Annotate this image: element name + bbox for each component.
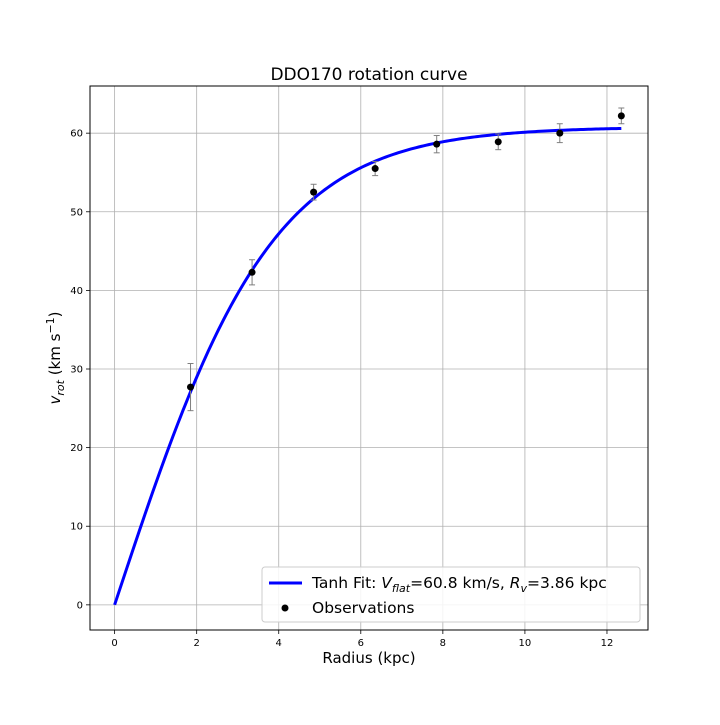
y-axis-label: vrot (km s−1) xyxy=(44,311,67,404)
observation-point xyxy=(371,160,379,177)
y-axis-label-pre: (km s xyxy=(46,333,64,380)
plot-frame xyxy=(89,85,649,631)
observation-point xyxy=(433,135,441,154)
y-tick-label: 10 xyxy=(70,522,83,533)
x-tick-label: 8 xyxy=(440,638,446,649)
observation-point xyxy=(310,183,318,201)
observation-marker xyxy=(187,383,195,391)
legend-vflat-base: V xyxy=(381,574,393,592)
y-axis-label-sup: −1 xyxy=(44,317,57,333)
chart-title: DDO170 rotation curve xyxy=(270,65,467,85)
observation-point xyxy=(617,107,625,125)
y-tick-label: 0 xyxy=(77,600,83,611)
observation-point xyxy=(248,259,256,286)
legend-rv-value: =3.86 kpc xyxy=(527,574,607,592)
observation-marker xyxy=(556,129,564,137)
legend-observations-label: Observations xyxy=(312,599,414,617)
y-axis-label-base: v xyxy=(46,395,64,405)
observation-marker xyxy=(371,165,379,173)
legend-observations-swatch xyxy=(281,604,289,612)
observation-marker xyxy=(433,140,441,148)
observation-marker xyxy=(248,268,256,276)
plot-data xyxy=(113,107,625,606)
y-tick-label: 40 xyxy=(70,286,83,297)
legend-vflat-value: =60.8 km/s, xyxy=(410,574,510,592)
x-tick-label: 6 xyxy=(358,638,364,649)
x-axis-label: Radius (kpc) xyxy=(322,649,415,667)
observation-marker xyxy=(494,138,502,146)
grid xyxy=(90,86,648,630)
y-tick-label: 50 xyxy=(70,207,83,218)
observation-marker xyxy=(617,112,625,120)
x-tick-label: 0 xyxy=(111,638,117,649)
legend: Tanh Fit: Vflat=60.8 km/s, Rv=3.86 kpc O… xyxy=(261,566,641,623)
x-tick-label: 4 xyxy=(276,638,282,649)
observation-point xyxy=(187,363,195,412)
legend-rv-base: R xyxy=(510,574,521,592)
y-axis-label-post: ) xyxy=(46,311,64,317)
legend-box xyxy=(261,566,641,623)
tanh-fit-line xyxy=(113,126,622,606)
y-tick-label: 60 xyxy=(70,129,83,140)
legend-fit-label: Tanh Fit: Vflat=60.8 km/s, Rv=3.86 kpc xyxy=(311,574,607,595)
axis-ticks: 0 2 4 6 8 10 12 0 10 20 30 40 50 60 xyxy=(70,129,613,649)
y-axis-label-sub: rot xyxy=(54,379,67,395)
legend-rv-sub: v xyxy=(521,582,528,595)
observation-point xyxy=(494,133,502,151)
x-tick-label: 10 xyxy=(519,638,532,649)
legend-fit-prefix: Tanh Fit: xyxy=(311,574,381,592)
observation-marker xyxy=(310,188,318,196)
x-tick-label: 12 xyxy=(601,638,614,649)
observation-point xyxy=(556,123,564,144)
y-tick-label: 20 xyxy=(70,443,83,454)
y-tick-label: 30 xyxy=(70,365,83,376)
legend-vflat-sub: flat xyxy=(392,582,411,595)
x-tick-label: 2 xyxy=(193,638,199,649)
